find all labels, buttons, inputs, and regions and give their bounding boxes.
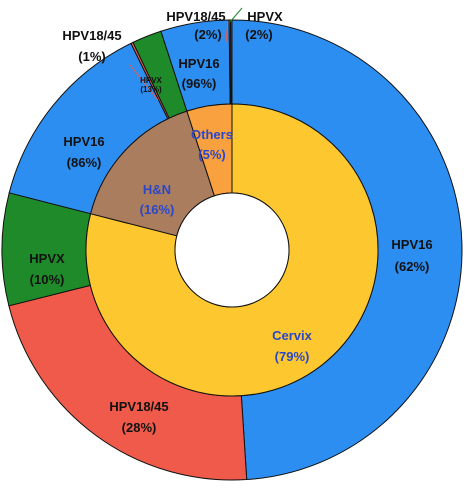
inner-pct-hn: (16%) — [140, 202, 175, 217]
inner-label-hn: H&N — [143, 182, 171, 197]
outer-pct-hn-hpv16: (86%) — [67, 155, 102, 170]
center-hole — [174, 192, 290, 308]
outer-pct-cervix-hpv1845: (28%) — [122, 420, 157, 435]
outer-pct-hn-hpv1845: (1%) — [78, 49, 105, 64]
outer-pct-others-hpv16: (96%) — [182, 76, 217, 91]
outer-label-hn-hpvx: HPVX — [140, 76, 162, 85]
outer-pct-cervix-hpvx: (10%) — [30, 272, 65, 287]
inner-label-cervix: Cervix — [272, 328, 313, 343]
leader-others-hpv1845 — [225, 20, 229, 43]
outer-label-others-hpv16: HPV16 — [178, 56, 219, 71]
outer-label-cervix-hpvx: HPVX — [29, 251, 65, 266]
outer-pct-hn-hpvx: (13%) — [140, 85, 162, 94]
leader-others-hpvx — [229, 7, 243, 23]
outer-pct-others-hpvx: (2%) — [245, 27, 272, 42]
inner-ring — [85, 103, 379, 397]
outer-pct-others-hpv1845: (2%) — [194, 27, 221, 42]
outer-ring — [1, 19, 463, 481]
outer-label-hn-hpv1845: HPV18/45 — [62, 28, 121, 43]
outer-label-others-hpv1845: HPV18/45 — [166, 9, 225, 24]
outer-label-cervix-hpv1845: HPV18/45 — [109, 399, 168, 414]
inner-label-others: Others — [191, 127, 233, 142]
leader-hn-hpv1845 — [129, 64, 159, 101]
outer-label-others-hpvx: HPVX — [247, 9, 283, 24]
inner-pct-cervix: (79%) — [275, 349, 310, 364]
outer-label-hn-hpv16: HPV16 — [63, 134, 104, 149]
outer-label-cervix-hpv16: HPV16 — [391, 237, 432, 252]
outer-pct-cervix-hpv16: (62%) — [395, 259, 430, 274]
outer-slice-others-hpvx — [230, 19, 233, 105]
leader-lines — [129, 7, 243, 101]
inner-pct-others: (5%) — [198, 147, 225, 162]
